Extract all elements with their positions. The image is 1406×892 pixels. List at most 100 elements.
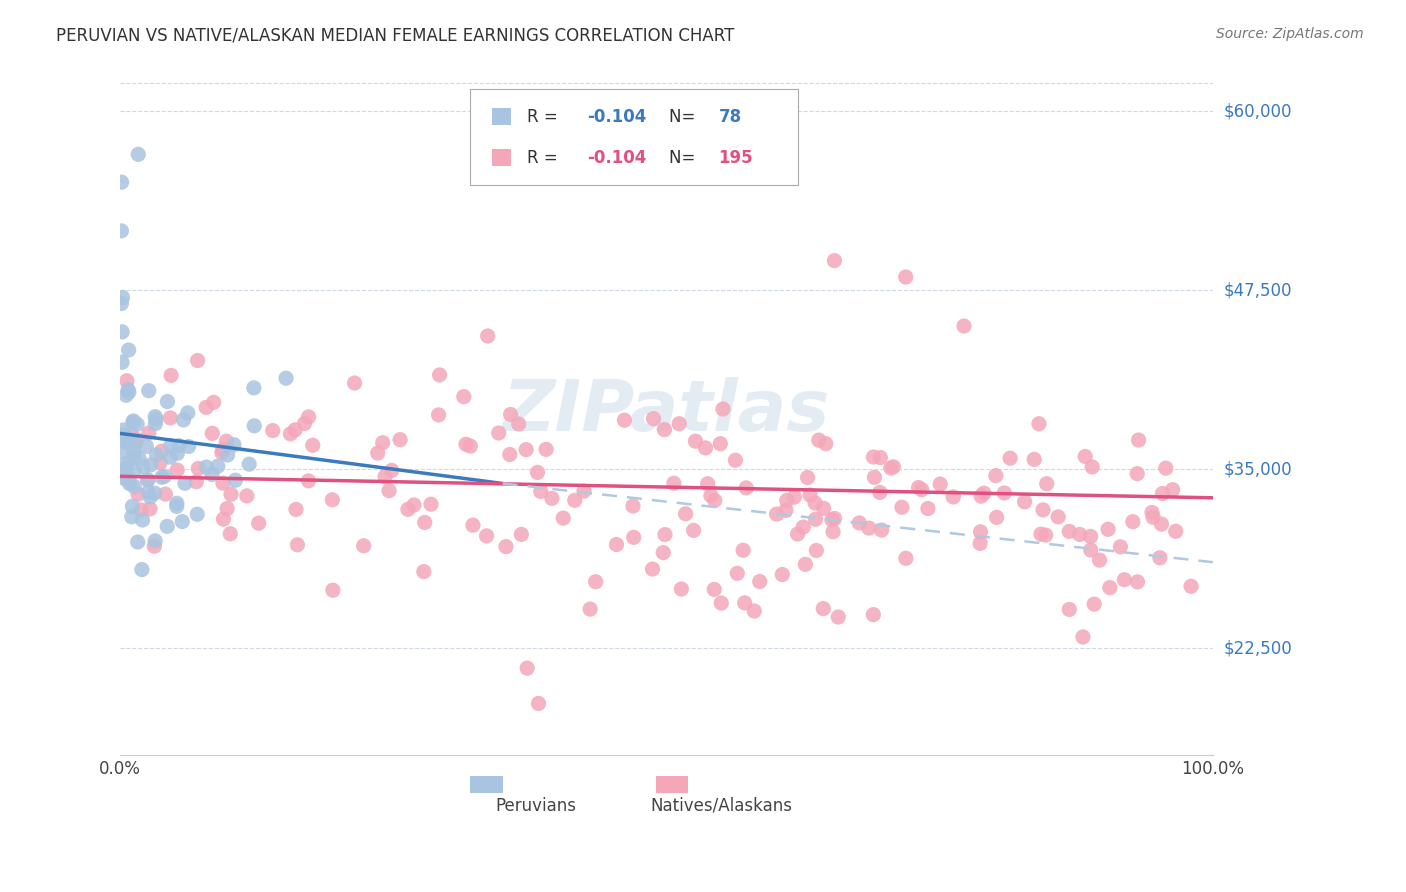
Point <box>122 479 145 493</box>
Bar <box>492 108 510 125</box>
Point <box>765 507 787 521</box>
Point <box>297 474 319 488</box>
Point <box>125 433 148 447</box>
Point <box>343 376 366 390</box>
Point <box>724 453 747 467</box>
Point <box>274 371 297 385</box>
Point <box>219 526 242 541</box>
Point <box>1150 517 1173 532</box>
Point <box>499 408 522 422</box>
Point <box>243 381 266 395</box>
Point <box>247 516 270 531</box>
Point <box>1088 553 1111 567</box>
Point <box>862 450 884 464</box>
Point <box>285 502 308 516</box>
Point <box>821 513 844 527</box>
Point <box>776 493 799 508</box>
Point <box>118 476 141 491</box>
Point <box>217 501 239 516</box>
Point <box>1142 510 1164 524</box>
Point <box>1074 450 1097 464</box>
Point <box>499 447 522 461</box>
Point <box>882 459 904 474</box>
Point <box>378 483 401 498</box>
Point <box>725 566 748 581</box>
Point <box>572 484 595 499</box>
Point <box>117 431 139 445</box>
Point <box>131 513 153 527</box>
Point <box>112 423 135 437</box>
Point <box>243 418 266 433</box>
Point <box>454 437 477 451</box>
Text: R =: R = <box>527 149 564 167</box>
Point <box>652 546 675 560</box>
Point <box>585 574 607 589</box>
Point <box>1161 483 1184 497</box>
Point <box>973 486 995 500</box>
Point <box>1081 460 1104 475</box>
Point <box>115 388 138 402</box>
Point <box>127 535 149 549</box>
Point <box>160 368 183 383</box>
Point <box>413 516 436 530</box>
Point <box>929 477 952 491</box>
Point <box>890 500 912 515</box>
Point <box>662 476 685 491</box>
Point <box>794 558 817 572</box>
Point <box>166 500 188 514</box>
Point <box>280 426 302 441</box>
Point <box>700 489 723 503</box>
Point <box>668 417 690 431</box>
Point <box>143 539 166 553</box>
Point <box>121 509 143 524</box>
Point <box>1083 597 1105 611</box>
Point <box>353 539 375 553</box>
Point <box>1128 433 1150 447</box>
Point <box>201 467 224 482</box>
Point <box>869 450 891 465</box>
Point <box>156 394 179 409</box>
Point <box>172 515 194 529</box>
Point <box>155 487 177 501</box>
Point <box>215 434 238 449</box>
Point <box>131 563 153 577</box>
Point <box>294 417 316 431</box>
Point <box>1080 529 1102 543</box>
Point <box>159 411 181 425</box>
Point <box>1024 452 1046 467</box>
Point <box>970 489 993 503</box>
Text: Natives/Alaskans: Natives/Alaskans <box>650 797 792 814</box>
Point <box>177 440 200 454</box>
Text: -0.104: -0.104 <box>588 149 647 167</box>
Point <box>150 470 173 484</box>
Point <box>156 519 179 533</box>
Point <box>287 538 309 552</box>
Point <box>112 462 135 476</box>
Point <box>127 417 149 432</box>
Point <box>396 502 419 516</box>
Point <box>145 417 167 431</box>
Point <box>804 496 827 510</box>
Point <box>703 493 725 508</box>
Point <box>858 521 880 535</box>
Point <box>136 473 159 487</box>
Point <box>110 224 132 238</box>
Text: R =: R = <box>527 108 564 126</box>
Point <box>1154 461 1177 475</box>
Point <box>969 536 991 550</box>
Point <box>460 439 482 453</box>
Point <box>734 596 756 610</box>
Point <box>143 486 166 500</box>
Text: $60,000: $60,000 <box>1223 103 1292 120</box>
Point <box>114 435 136 450</box>
Point <box>488 425 510 440</box>
Point <box>212 476 235 491</box>
Point <box>322 583 344 598</box>
Point <box>120 427 142 442</box>
Point <box>1114 573 1136 587</box>
Point <box>796 470 818 484</box>
Point <box>682 524 704 538</box>
Point <box>143 409 166 424</box>
Point <box>115 461 138 475</box>
Point <box>212 512 235 526</box>
